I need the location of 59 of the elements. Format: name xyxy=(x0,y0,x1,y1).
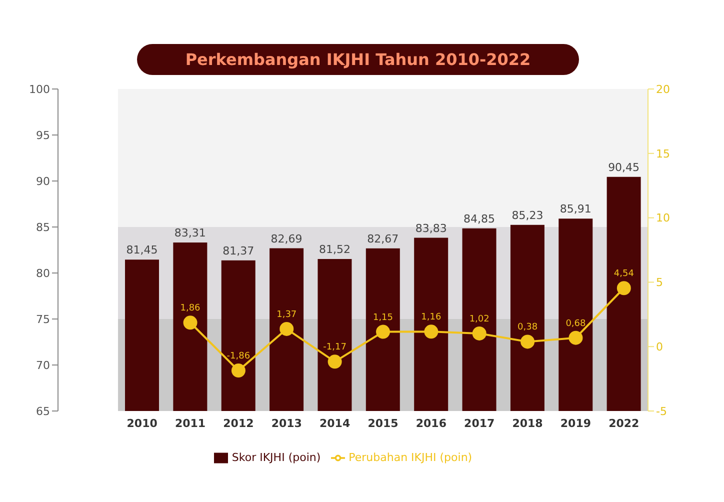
x-tick-label: 2013 xyxy=(271,416,302,430)
point xyxy=(568,330,583,345)
y2-tick-label: 20 xyxy=(656,82,670,96)
y2-tick-label: 5 xyxy=(656,276,663,290)
y2-tick-label: -5 xyxy=(656,404,667,418)
data-label: 85,91 xyxy=(560,202,592,216)
data-label: 84,85 xyxy=(464,212,496,226)
data-label: 81,52 xyxy=(318,243,350,256)
data-label: 1,16 xyxy=(421,312,442,323)
y-tick-label: 100 xyxy=(29,82,50,96)
data-label: 4,54 xyxy=(614,269,634,280)
data-label: 82,69 xyxy=(270,232,302,246)
y-tick-label: 70 xyxy=(36,358,50,372)
y2-tick-label: 15 xyxy=(656,147,670,160)
x-tick-label: 2017 xyxy=(464,416,495,430)
data-label: 83,83 xyxy=(415,222,447,235)
data-label: 1,37 xyxy=(276,310,297,320)
x-tick-label: 2016 xyxy=(416,416,447,430)
data-label: 1,86 xyxy=(180,304,201,314)
data-label: 81,45 xyxy=(126,244,158,257)
y2-tick-label: 0 xyxy=(656,340,663,354)
data-label: 1,15 xyxy=(372,312,394,323)
data-label: 0,38 xyxy=(518,322,538,333)
point xyxy=(328,354,342,369)
point xyxy=(520,334,535,349)
data-label: 90,45 xyxy=(608,160,640,174)
legend-label: Skor IKJHI (poin) xyxy=(232,451,321,464)
data-label: 83,31 xyxy=(174,226,206,240)
data-label: 82,67 xyxy=(367,232,399,246)
data-label: 85,23 xyxy=(512,208,544,222)
data-label: 81,37 xyxy=(222,244,254,258)
data-label: -1,86 xyxy=(226,352,250,362)
point xyxy=(183,316,198,330)
x-tick-label: 2012 xyxy=(223,416,254,430)
x-tick-label: 2014 xyxy=(320,416,350,430)
legend-label: Perubahan IKJHI (poin) xyxy=(348,451,472,464)
x-tick-label: 2011 xyxy=(174,416,206,430)
x-tick-label: 2018 xyxy=(512,416,543,430)
point xyxy=(376,324,390,339)
y2-tick-label: 10 xyxy=(656,212,670,225)
x-tick-label: 2019 xyxy=(560,416,592,430)
data-label: 1,02 xyxy=(469,314,490,324)
x-tick-label: 2015 xyxy=(368,416,398,430)
chart-title: Perkembangan IKJHI Tahun 2010-2022 xyxy=(137,44,579,75)
y-tick-label: 65 xyxy=(36,404,50,418)
data-label: -1,17 xyxy=(323,342,346,353)
y-tick-label: 95 xyxy=(36,128,50,142)
point xyxy=(616,281,631,296)
x-tick-label: 2022 xyxy=(608,416,640,430)
y-tick-label: 90 xyxy=(36,174,50,188)
point xyxy=(472,326,486,340)
point xyxy=(231,364,246,378)
point xyxy=(424,324,438,339)
y-tick-label: 85 xyxy=(36,220,50,234)
y-tick-label: 75 xyxy=(36,312,50,326)
y-tick-label: 80 xyxy=(36,266,50,280)
x-tick-label: 2010 xyxy=(126,416,158,430)
data-label: 0,68 xyxy=(566,318,586,329)
point xyxy=(280,322,294,336)
